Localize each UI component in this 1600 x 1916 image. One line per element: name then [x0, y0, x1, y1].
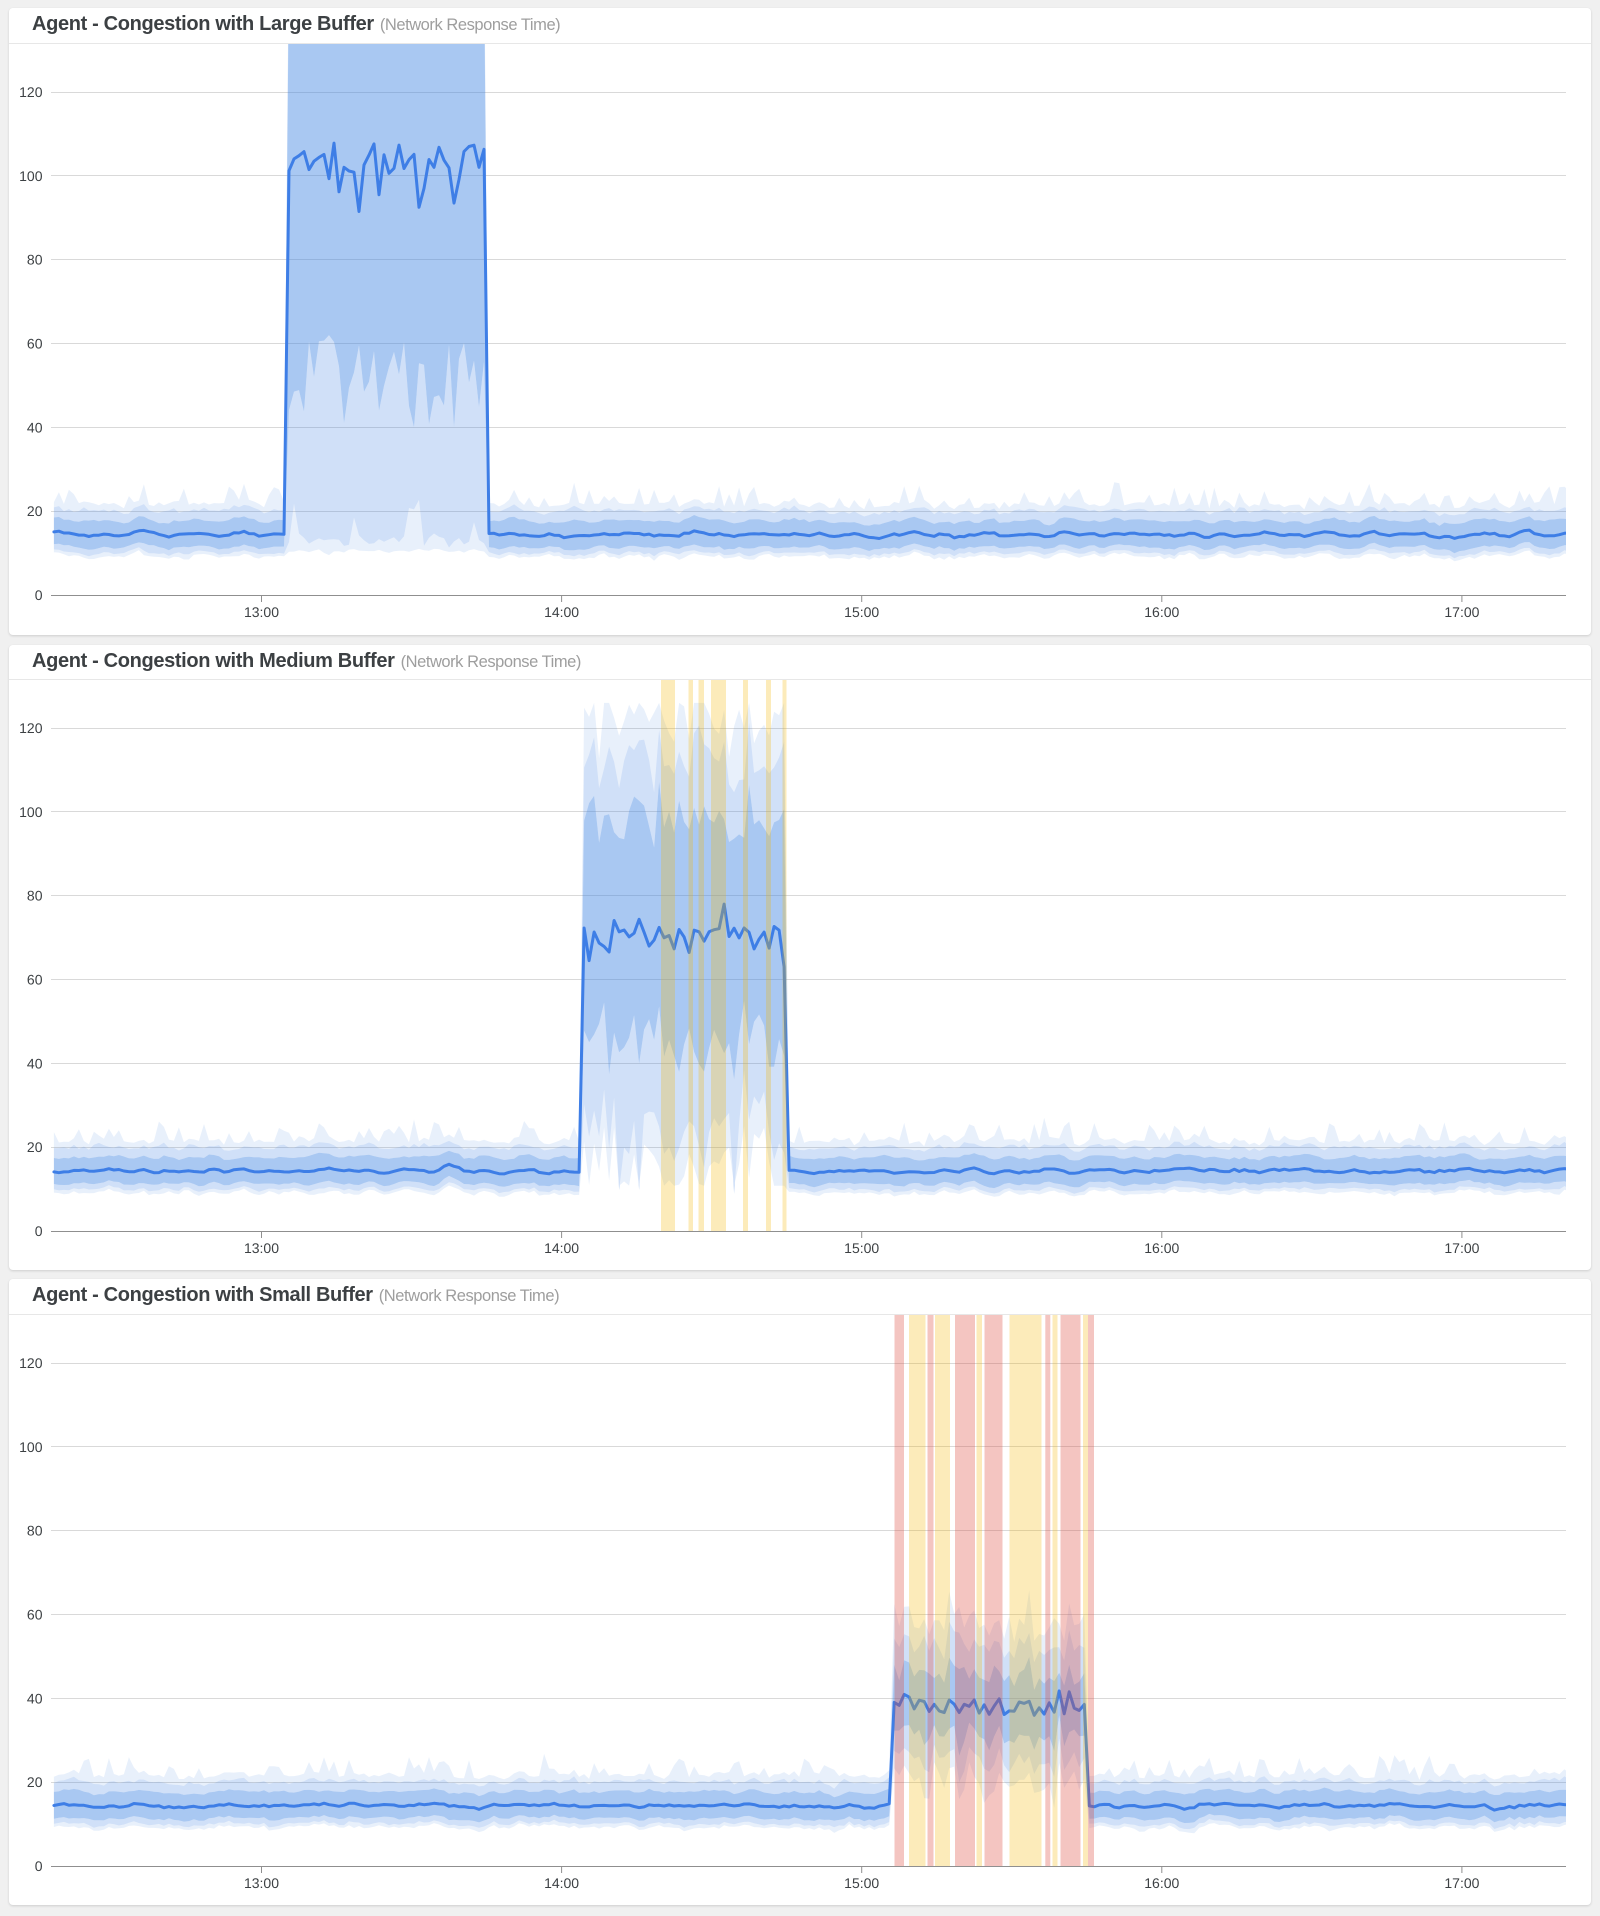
svg-text:14:00: 14:00: [544, 1875, 579, 1891]
svg-text:20: 20: [27, 503, 43, 519]
svg-text:17:00: 17:00: [1444, 1240, 1479, 1256]
svg-text:80: 80: [27, 252, 43, 268]
svg-text:13:00: 13:00: [244, 1240, 279, 1256]
svg-text:120: 120: [19, 720, 43, 736]
svg-text:20: 20: [27, 1139, 43, 1155]
svg-text:13:00: 13:00: [244, 1875, 279, 1891]
svg-text:80: 80: [27, 888, 43, 904]
svg-text:13:00: 13:00: [244, 604, 279, 620]
svg-text:15:00: 15:00: [844, 1240, 879, 1256]
svg-text:16:00: 16:00: [1144, 1240, 1179, 1256]
svg-text:40: 40: [27, 419, 43, 435]
svg-text:0: 0: [35, 1858, 43, 1874]
svg-text:60: 60: [27, 1607, 43, 1623]
svg-text:0: 0: [35, 587, 43, 603]
svg-text:20: 20: [27, 1774, 43, 1790]
svg-text:120: 120: [19, 1355, 43, 1371]
svg-text:80: 80: [27, 1523, 43, 1539]
svg-text:16:00: 16:00: [1144, 604, 1179, 620]
svg-text:0: 0: [35, 1223, 43, 1239]
svg-text:60: 60: [27, 336, 43, 352]
svg-text:14:00: 14:00: [544, 604, 579, 620]
svg-text:100: 100: [19, 1439, 43, 1455]
svg-text:17:00: 17:00: [1444, 604, 1479, 620]
svg-text:15:00: 15:00: [844, 1875, 879, 1891]
svg-text:15:00: 15:00: [844, 604, 879, 620]
svg-text:17:00: 17:00: [1444, 1875, 1479, 1891]
svg-text:16:00: 16:00: [1144, 1875, 1179, 1891]
svg-text:100: 100: [19, 168, 43, 184]
svg-text:40: 40: [27, 1690, 43, 1706]
svg-text:14:00: 14:00: [544, 1240, 579, 1256]
svg-text:60: 60: [27, 972, 43, 988]
svg-text:40: 40: [27, 1055, 43, 1071]
svg-text:100: 100: [19, 804, 43, 820]
svg-text:120: 120: [19, 84, 43, 100]
